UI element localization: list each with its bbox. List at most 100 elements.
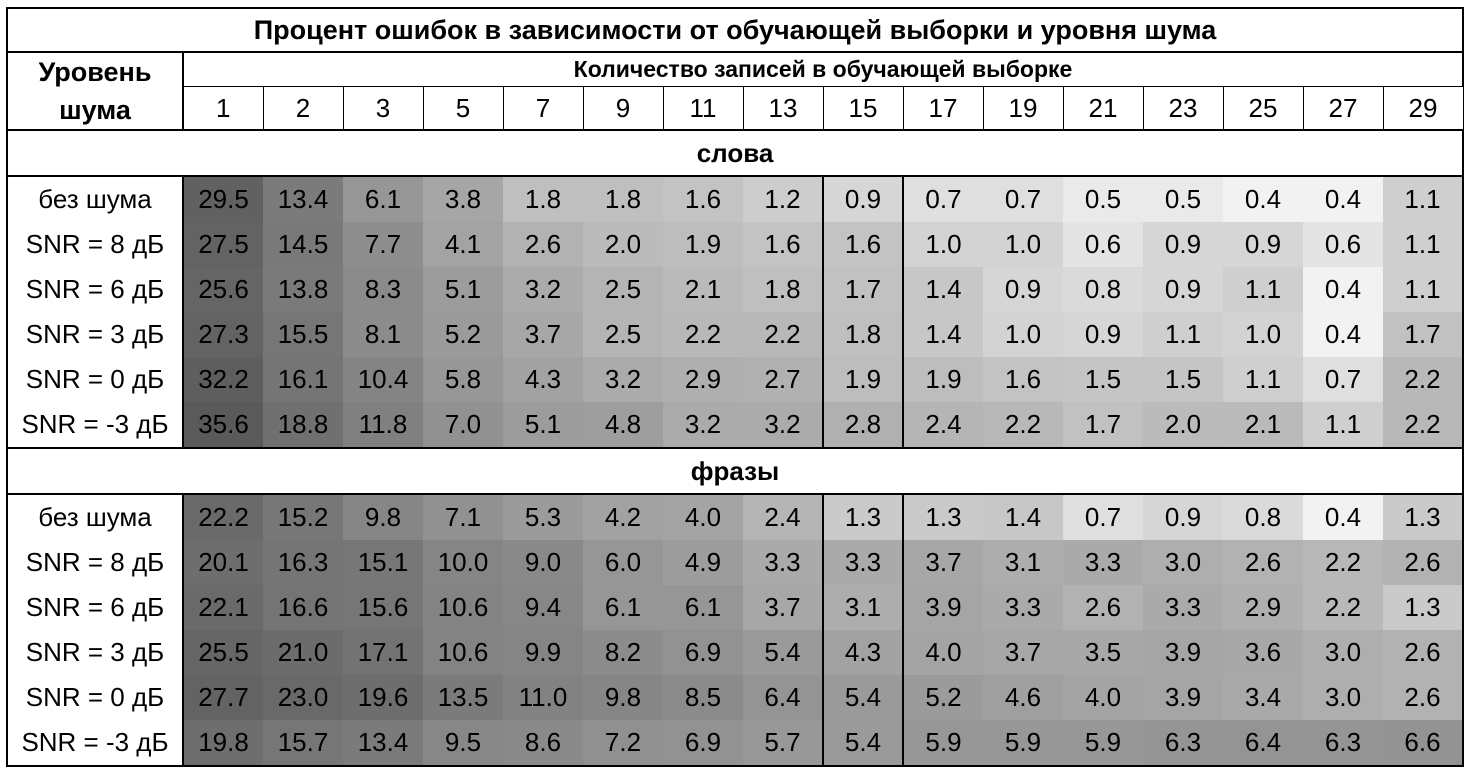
row-label: SNR = 0 дБ — [6, 357, 184, 402]
data-cell: 1.4 — [903, 312, 983, 357]
table-row: SNR = -3 дБ 35.6 18.8 11.8 7.0 5.1 4.8 3.2 3.2 2.… — [6, 402, 1464, 449]
data-cell: 5.9 — [903, 720, 983, 767]
column-header: 17 — [902, 86, 984, 132]
data-cell: 2.1 — [1223, 402, 1303, 449]
row-label: SNR = 6 дБ — [6, 585, 184, 630]
data-cell: 3.9 — [903, 585, 983, 630]
section-row: слова — [6, 129, 1464, 177]
data-cell: 1.9 — [663, 222, 743, 267]
column-header: 15 — [822, 86, 904, 132]
data-cell: 15.6 — [343, 585, 423, 630]
data-cell: 0.6 — [1063, 222, 1143, 267]
data-cell: 4.3 — [503, 357, 583, 402]
data-cell: 15.2 — [263, 494, 343, 540]
data-cell: 9.8 — [583, 675, 663, 720]
data-cell: 22.1 — [183, 585, 263, 630]
data-cell: 9.8 — [343, 494, 423, 540]
section-label: фразы — [6, 447, 1464, 495]
data-cell: 1.3 — [1383, 585, 1464, 630]
data-cell: 5.4 — [822, 720, 904, 767]
data-cell: 5.7 — [743, 720, 823, 767]
data-cell: 2.2 — [1303, 585, 1383, 630]
data-cell: 4.0 — [903, 630, 983, 675]
data-cell: 15.7 — [263, 720, 343, 767]
data-cell: 2.6 — [1223, 540, 1303, 585]
data-cell: 3.3 — [983, 585, 1063, 630]
data-cell: 6.1 — [583, 585, 663, 630]
data-cell: 4.0 — [1063, 675, 1143, 720]
data-cell: 0.9 — [1223, 222, 1303, 267]
data-cell: 3.7 — [503, 312, 583, 357]
data-cell: 0.8 — [1063, 267, 1143, 312]
column-header: 29 — [1382, 86, 1464, 132]
data-cell: 1.1 — [1143, 312, 1223, 357]
row-label: без шума — [6, 176, 184, 222]
data-cell: 8.5 — [663, 675, 743, 720]
data-cell: 2.4 — [743, 494, 823, 540]
data-cell: 1.8 — [503, 176, 583, 222]
column-header: 11 — [662, 86, 744, 132]
data-cell: 0.4 — [1303, 176, 1383, 222]
row-label: SNR = 3 дБ — [6, 630, 184, 675]
data-cell: 8.6 — [503, 720, 583, 767]
data-cell: 15.1 — [343, 540, 423, 585]
data-cell: 5.8 — [423, 357, 503, 402]
data-cell: 3.0 — [1303, 675, 1383, 720]
data-cell: 0.4 — [1303, 312, 1383, 357]
data-cell: 1.6 — [663, 176, 743, 222]
data-cell: 5.9 — [983, 720, 1063, 767]
data-cell: 3.9 — [1143, 675, 1223, 720]
data-cell: 3.2 — [743, 402, 823, 449]
data-cell: 6.9 — [663, 630, 743, 675]
data-cell: 1.2 — [743, 176, 823, 222]
data-cell: 1.6 — [743, 222, 823, 267]
column-header: 21 — [1062, 86, 1144, 132]
data-cell: 7.7 — [343, 222, 423, 267]
data-cell: 5.2 — [903, 675, 983, 720]
data-cell: 3.4 — [1223, 675, 1303, 720]
data-cell: 1.3 — [822, 493, 904, 540]
data-cell: 27.5 — [183, 222, 263, 267]
data-cell: 2.0 — [583, 222, 663, 267]
data-cell: 3.2 — [583, 357, 663, 402]
record-count-header: Количество записей в обучающей выборке — [183, 51, 1464, 88]
data-cell: 5.2 — [423, 312, 503, 357]
data-cell: 3.2 — [663, 402, 743, 449]
data-cell: 10.4 — [343, 357, 423, 402]
data-cell: 10.6 — [423, 630, 503, 675]
data-cell: 16.6 — [263, 585, 343, 630]
data-cell: 1.3 — [903, 494, 983, 540]
row-label: SNR = 0 дБ — [6, 675, 184, 720]
data-cell: 0.9 — [1143, 222, 1223, 267]
data-cell: 29.5 — [183, 176, 263, 222]
data-cell: 6.4 — [1223, 720, 1303, 767]
data-cell: 0.9 — [1143, 267, 1223, 312]
row-label: SNR = 6 дБ — [6, 267, 184, 312]
data-cell: 15.5 — [263, 312, 343, 357]
data-cell: 3.0 — [1303, 630, 1383, 675]
data-cell: 2.6 — [503, 222, 583, 267]
data-cell: 0.8 — [1223, 494, 1303, 540]
table-title: Процент ошибок в зависимости от обучающе… — [6, 7, 1464, 53]
data-cell: 2.2 — [1303, 540, 1383, 585]
data-cell: 13.4 — [343, 720, 423, 767]
data-cell: 7.1 — [423, 494, 503, 540]
data-cell: 1.0 — [903, 222, 983, 267]
table-row: SNR = 3 дБ 25.5 21.0 17.1 10.6 9.9 8.2 6.9 5.4 4.… — [6, 630, 1464, 675]
data-cell: 1.4 — [983, 494, 1063, 540]
data-cell: 3.3 — [1063, 540, 1143, 585]
data-cell: 1.9 — [903, 357, 983, 402]
data-cell: 1.1 — [1383, 176, 1464, 222]
data-cell: 2.7 — [743, 357, 823, 402]
data-cell: 1.1 — [1223, 357, 1303, 402]
row-label: SNR = 3 дБ — [6, 312, 184, 357]
data-cell: 0.4 — [1303, 494, 1383, 540]
data-cell: 6.6 — [1383, 720, 1464, 767]
data-cell: 25.5 — [183, 630, 263, 675]
data-cell: 10.0 — [423, 540, 503, 585]
data-cell: 1.7 — [822, 267, 904, 312]
data-cell: 4.3 — [822, 630, 904, 675]
data-cell: 0.7 — [983, 176, 1063, 222]
data-cell: 9.5 — [423, 720, 503, 767]
data-cell: 6.3 — [1303, 720, 1383, 767]
